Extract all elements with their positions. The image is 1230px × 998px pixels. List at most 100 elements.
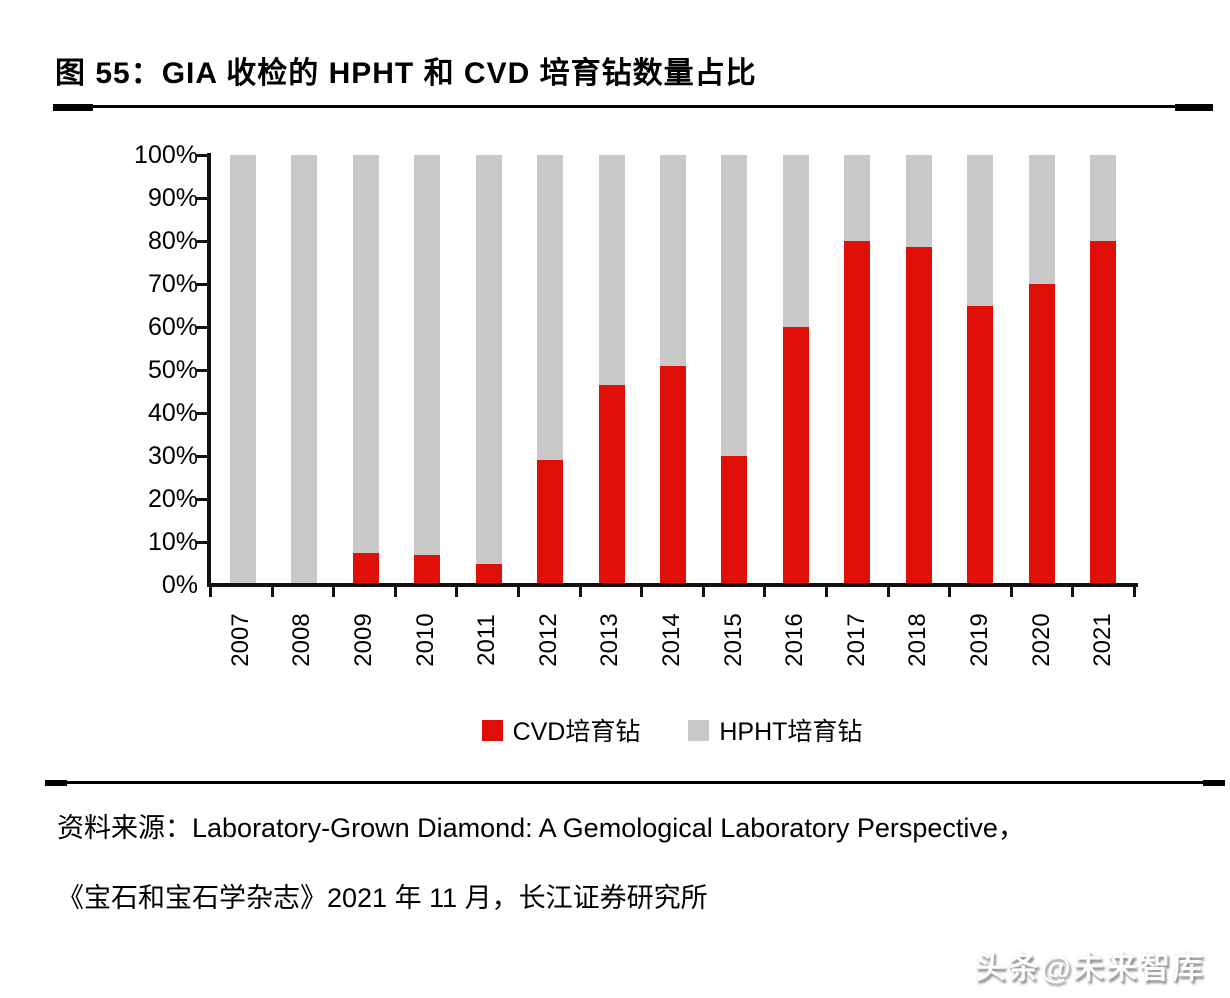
bar-group (704, 155, 765, 585)
cvd-segment (905, 247, 932, 585)
bar-group (273, 155, 334, 585)
y-tick-label: 0% (161, 571, 198, 599)
cvd-segment (1090, 241, 1117, 585)
x-tick-label: 2007 (226, 613, 254, 667)
hpht-segment (291, 155, 318, 583)
hpht-segment (475, 155, 502, 564)
cvd-segment (660, 365, 687, 585)
x-tick-mark (640, 587, 643, 597)
hpht-segment (537, 155, 564, 461)
stacked-bar (414, 155, 441, 585)
x-tick-mark (1071, 587, 1074, 597)
cvd-segment (414, 554, 441, 585)
x-tick-mark (579, 587, 582, 597)
bar-group (212, 155, 273, 585)
x-tick-label: 2019 (966, 613, 993, 667)
cvd-segment (537, 460, 564, 585)
figure-title: 图 55：GIA 收检的 HPHT 和 CVD 培育钻数量占比 (55, 57, 757, 90)
y-tick-label: 20% (147, 485, 198, 513)
x-tick-label: 2014 (658, 613, 685, 667)
divider-cap-right (1203, 780, 1225, 786)
bar-group (888, 155, 949, 585)
y-tick-mark (196, 412, 208, 415)
hpht-segment (1090, 155, 1117, 241)
footer-divider-rule (45, 779, 1225, 787)
source-text-line2: 《宝石和宝石学杂志》2021 年 11 月，长江证券研究所 (57, 883, 708, 913)
legend-item: HPHT培育钻 (688, 712, 862, 748)
hpht-segment (660, 155, 687, 366)
x-tick-mark (209, 587, 212, 597)
stacked-bar (352, 155, 379, 585)
x-tick-mark (1010, 587, 1013, 597)
x-tick-mark (455, 587, 458, 597)
y-tick-mark (196, 240, 208, 243)
y-tick-label: 10% (147, 528, 198, 556)
y-tick-mark (196, 154, 208, 157)
stacked-bar (1028, 155, 1055, 585)
x-tick-label: 2009 (350, 613, 377, 667)
divider-cap-left (45, 780, 67, 786)
bar-group (642, 155, 703, 585)
bar-group (581, 155, 642, 585)
stacked-bar (967, 155, 994, 585)
hpht-segment (905, 155, 932, 248)
x-tick-label: 2015 (719, 613, 747, 667)
x-axis-line (207, 583, 1138, 587)
stacked-bar (721, 155, 748, 585)
y-tick-mark (196, 541, 208, 544)
y-tick-label: 50% (147, 356, 198, 384)
stacked-bar (537, 155, 564, 585)
bar-group (519, 155, 580, 585)
cvd-segment (967, 305, 994, 585)
bar-group (458, 155, 519, 585)
y-tick-label: 90% (147, 184, 198, 212)
stacked-bar (1090, 155, 1117, 585)
x-tick-label: 2017 (842, 613, 870, 667)
x-tick-mark (702, 587, 705, 597)
cvd-segment (844, 241, 871, 585)
cvd-segment (721, 456, 748, 585)
stacked-bar (782, 155, 809, 585)
stacked-bar (660, 155, 687, 585)
legend-item: CVD培育钻 (481, 712, 641, 748)
cvd-legend-swatch (481, 719, 503, 741)
x-tick-mark (517, 587, 520, 597)
hpht-segment (1028, 155, 1055, 284)
y-tick-mark (196, 326, 208, 329)
x-tick-mark (271, 587, 274, 597)
x-tick-label: 2018 (904, 613, 932, 667)
y-tick-mark (196, 455, 208, 458)
x-tick-mark (394, 587, 397, 597)
hpht-legend-swatch (688, 719, 710, 741)
legend-label: CVD培育钻 (512, 718, 641, 746)
y-tick-label: 40% (147, 399, 198, 427)
x-tick-mark (948, 587, 951, 597)
y-tick-label: 60% (147, 313, 198, 341)
stacked-bar (229, 155, 256, 585)
stacked-bar (291, 155, 318, 585)
x-tick-label: 2011 (473, 614, 501, 666)
divider-line (53, 105, 1213, 108)
y-tick-label: 100% (134, 141, 198, 169)
x-tick-label: 2008 (288, 613, 316, 667)
x-tick-label: 2012 (534, 613, 562, 667)
divider-line (45, 781, 1225, 784)
stacked-bar (844, 155, 871, 585)
hpht-segment (414, 155, 441, 555)
title-divider-rule (53, 104, 1213, 112)
cvd-segment (782, 327, 809, 585)
bar-group (1011, 155, 1072, 585)
bar-group (335, 155, 396, 585)
hpht-segment (229, 155, 256, 583)
cvd-segment (1028, 284, 1055, 585)
hpht-segment (352, 155, 379, 553)
cvd-segment (475, 563, 502, 585)
bar-group (950, 155, 1011, 585)
hpht-segment (598, 155, 625, 386)
x-tick-mark (1133, 587, 1136, 597)
stacked-bar (905, 155, 932, 585)
bar-group (827, 155, 888, 585)
y-tick-mark (196, 369, 208, 372)
